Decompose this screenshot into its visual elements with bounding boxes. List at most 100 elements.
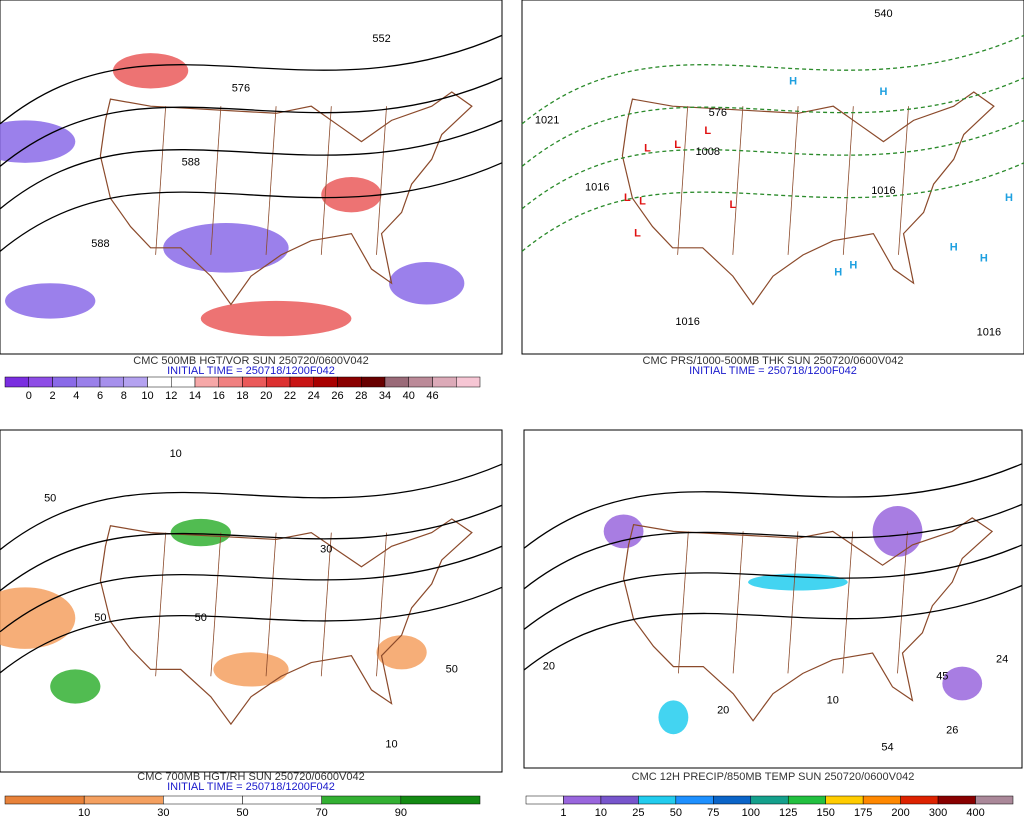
state-line [842, 531, 854, 674]
colorbar-box [123, 376, 148, 388]
map-label: 20 [543, 661, 555, 673]
colorbar-box [99, 376, 124, 388]
colorbar-label: 14 [189, 390, 201, 402]
map-label: 1008 [695, 146, 719, 158]
map-panel: 20 20 10 24 45 54 26 CMC 12H PRECIP/850MB TEMP … [523, 429, 1023, 819]
map-label: 24 [996, 654, 1008, 666]
map-label: 10 [170, 448, 182, 460]
map-label: L [624, 192, 631, 204]
colorbar-box [432, 376, 457, 388]
colorbar-box [563, 795, 602, 805]
country-outline [99, 518, 473, 726]
state-line [732, 531, 744, 674]
map-label: H [950, 242, 958, 254]
map-label: H [849, 259, 857, 271]
state-line [376, 532, 387, 677]
map-label: L [674, 139, 681, 151]
country-outline [622, 517, 994, 722]
colorbar-label: 8 [121, 390, 127, 402]
colorbar-label: 30 [157, 807, 169, 819]
state-line [320, 532, 332, 677]
colorbar-label: 10 [78, 807, 90, 819]
map-area [521, 0, 1024, 355]
state-line [677, 531, 689, 674]
map-label: H [879, 86, 887, 98]
panel-title: CMC PRS/1000-500MB THK SUN 250720/0600V0… [643, 355, 904, 367]
colorbar-label: 1 [560, 807, 566, 819]
contour-line [523, 584, 1023, 671]
colorbar-label: 200 [891, 807, 909, 819]
colorbar-label: 50 [670, 807, 682, 819]
colorbar-label: 150 [817, 807, 835, 819]
colorbar-box [787, 795, 826, 805]
contour-line [521, 119, 1024, 210]
colorbar-box [194, 376, 219, 388]
contour-line [523, 463, 1023, 549]
colorbar-box [862, 795, 901, 805]
colorbar-label: 300 [929, 807, 947, 819]
country-outline [621, 91, 995, 306]
state-line [210, 106, 222, 255]
map-label: 50 [94, 612, 106, 624]
map-label: 540 [874, 8, 892, 20]
contour-line [521, 34, 1024, 125]
colorbar-label: 24 [308, 390, 320, 402]
map-label: 26 [946, 725, 958, 737]
map-label: 1016 [871, 185, 895, 197]
shaded-region [321, 177, 382, 213]
shaded-region [50, 669, 101, 704]
colorbar-label: 34 [379, 390, 391, 402]
contour-line [521, 77, 1024, 167]
map-label: H [834, 266, 842, 278]
colorbar-box [750, 795, 789, 805]
country-outline [99, 91, 473, 306]
colorbar-box [266, 376, 291, 388]
colorbar-label: 125 [779, 807, 797, 819]
panel-subtitle: INITIAL TIME = 250718/1200F042 [689, 365, 857, 377]
map-label: H [1005, 192, 1013, 204]
map-label: 50 [44, 492, 56, 504]
colorbar-label: 2 [49, 390, 55, 402]
state-line [320, 106, 332, 255]
map-panel: 50 50 10 50 30 50 10 CMC 700MB HGT/RH SUN 25072… [0, 429, 503, 819]
colorbar-label: 10 [595, 807, 607, 819]
panel-subtitle: INITIAL TIME = 250718/1200F042 [167, 365, 335, 377]
colorbar-box [76, 376, 101, 388]
state-line [210, 532, 222, 677]
colorbar-label: 70 [316, 807, 328, 819]
shaded-region [658, 700, 689, 735]
colorbar-box [242, 376, 267, 388]
map-label: 45 [936, 671, 948, 683]
map-label: L [639, 196, 646, 208]
colorbar-box [171, 376, 196, 388]
contour-line [0, 77, 503, 167]
colorbar-label: 6 [97, 390, 103, 402]
map-label: 54 [881, 742, 893, 754]
colorbar-label: 46 [426, 390, 438, 402]
colorbar-label: 90 [395, 807, 407, 819]
shaded-region [112, 53, 189, 89]
map-label: L [634, 228, 641, 240]
colorbar-label: 18 [236, 390, 248, 402]
colorbar-label: 10 [141, 390, 153, 402]
colorbar-box [408, 376, 433, 388]
colorbar-label: 400 [966, 807, 984, 819]
colorbar-label: 75 [707, 807, 719, 819]
colorbar-label: 22 [284, 390, 296, 402]
colorbar-box [638, 795, 677, 805]
contour-line [523, 503, 1023, 590]
state-line [677, 106, 689, 255]
map-label: 50 [195, 612, 207, 624]
state-line [265, 532, 277, 677]
map-area [0, 429, 503, 773]
contour-line [0, 504, 503, 592]
map-label: 1016 [675, 316, 699, 328]
colorbar-label: 26 [331, 390, 343, 402]
panel-title: CMC 12H PRECIP/850MB TEMP SUN 250720/060… [632, 771, 915, 783]
colorbar-box [337, 376, 362, 388]
map-label: L [644, 143, 651, 155]
map-area [523, 429, 1023, 769]
contour-line [0, 586, 503, 674]
colorbar-box [218, 376, 243, 388]
